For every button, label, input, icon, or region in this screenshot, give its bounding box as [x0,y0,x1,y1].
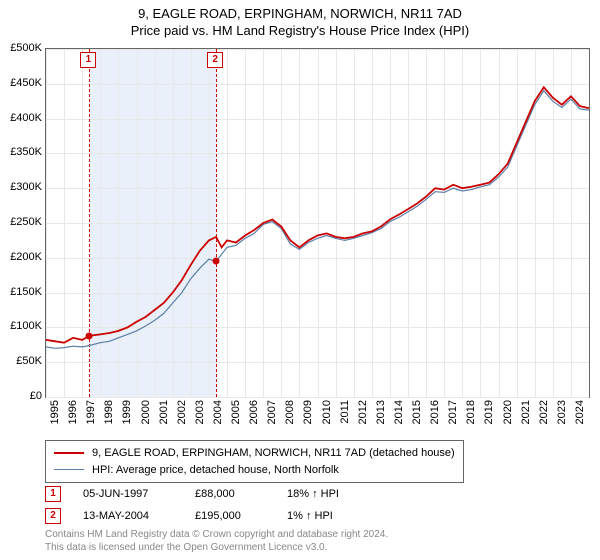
x-tick-label: 2007 [266,400,278,424]
x-tick-label: 2020 [502,400,514,424]
title-line-2: Price paid vs. HM Land Registry's House … [0,23,600,40]
x-tick-label: 1999 [121,400,133,424]
sale-date: 13-MAY-2004 [83,510,173,522]
x-tick-label: 2010 [321,400,333,424]
y-tick-label: £500K [10,42,42,54]
series-line-hpi [46,91,589,349]
footer-line-1: Contains HM Land Registry data © Crown c… [45,528,388,541]
x-tick-label: 2005 [230,400,242,424]
legend: 9, EAGLE ROAD, ERPINGHAM, NORWICH, NR11 … [45,440,464,483]
marker-box: 1 [80,52,96,68]
y-tick-label: £150K [10,286,42,298]
sale-marker-icon: 1 [45,486,61,502]
sale-row-1: 1 05-JUN-1997 £88,000 18% ↑ HPI [45,486,339,502]
sale-pct: 1% ↑ HPI [287,510,333,522]
point-marker [86,332,93,339]
x-tick-label: 1997 [85,400,97,424]
chart-container: 9, EAGLE ROAD, ERPINGHAM, NORWICH, NR11 … [0,0,600,560]
y-tick-label: £100K [10,320,42,332]
footer-line-2: This data is licensed under the Open Gov… [45,541,388,554]
x-tick-label: 2009 [302,400,314,424]
sale-marker-icon: 2 [45,508,61,524]
x-tick-label: 2000 [140,400,152,424]
title-line-1: 9, EAGLE ROAD, ERPINGHAM, NORWICH, NR11 … [0,6,600,23]
footer: Contains HM Land Registry data © Crown c… [45,528,388,554]
y-tick-label: £50K [16,355,42,367]
series-line-property [46,87,589,342]
x-tick-label: 2001 [158,400,170,424]
y-tick-label: £0 [30,390,42,402]
legend-label: HPI: Average price, detached house, Nort… [92,462,339,479]
gridline-h [46,397,589,398]
sale-date: 05-JUN-1997 [83,488,173,500]
plot-area [45,48,590,398]
x-tick-label: 1996 [67,400,79,424]
sale-pct: 18% ↑ HPI [287,488,339,500]
y-tick-label: £200K [10,251,42,263]
x-tick-label: 2008 [284,400,296,424]
y-tick-label: £400K [10,112,42,124]
point-marker [213,258,220,265]
y-tick-label: £300K [10,181,42,193]
x-tick-label: 2018 [465,400,477,424]
x-tick-label: 2014 [393,400,405,424]
series-svg [46,49,589,397]
y-tick-label: £350K [10,146,42,158]
marker-box: 2 [207,52,223,68]
legend-label: 9, EAGLE ROAD, ERPINGHAM, NORWICH, NR11 … [92,445,455,462]
x-tick-label: 2016 [429,400,441,424]
x-tick-label: 2004 [212,400,224,424]
y-tick-label: £450K [10,77,42,89]
x-tick-label: 2024 [574,400,586,424]
x-tick-label: 2006 [248,400,260,424]
chart-title: 9, EAGLE ROAD, ERPINGHAM, NORWICH, NR11 … [0,0,600,40]
x-tick-label: 2011 [339,400,351,424]
x-tick-label: 2017 [447,400,459,424]
sale-price: £195,000 [195,510,265,522]
sale-row-2: 2 13-MAY-2004 £195,000 1% ↑ HPI [45,508,333,524]
legend-swatch [54,452,84,454]
x-tick-label: 1998 [103,400,115,424]
x-tick-label: 2021 [520,400,532,424]
legend-item-hpi: HPI: Average price, detached house, Nort… [54,462,455,479]
x-tick-label: 2012 [357,400,369,424]
x-tick-label: 2013 [375,400,387,424]
x-tick-label: 2019 [483,400,495,424]
y-tick-label: £250K [10,216,42,228]
x-tick-label: 2002 [176,400,188,424]
x-tick-label: 2015 [411,400,423,424]
x-tick-label: 1995 [49,400,61,424]
legend-swatch [54,469,84,470]
sale-price: £88,000 [195,488,265,500]
x-tick-label: 2003 [194,400,206,424]
legend-item-property: 9, EAGLE ROAD, ERPINGHAM, NORWICH, NR11 … [54,445,455,462]
x-tick-label: 2023 [556,400,568,424]
x-tick-label: 2022 [538,400,550,424]
